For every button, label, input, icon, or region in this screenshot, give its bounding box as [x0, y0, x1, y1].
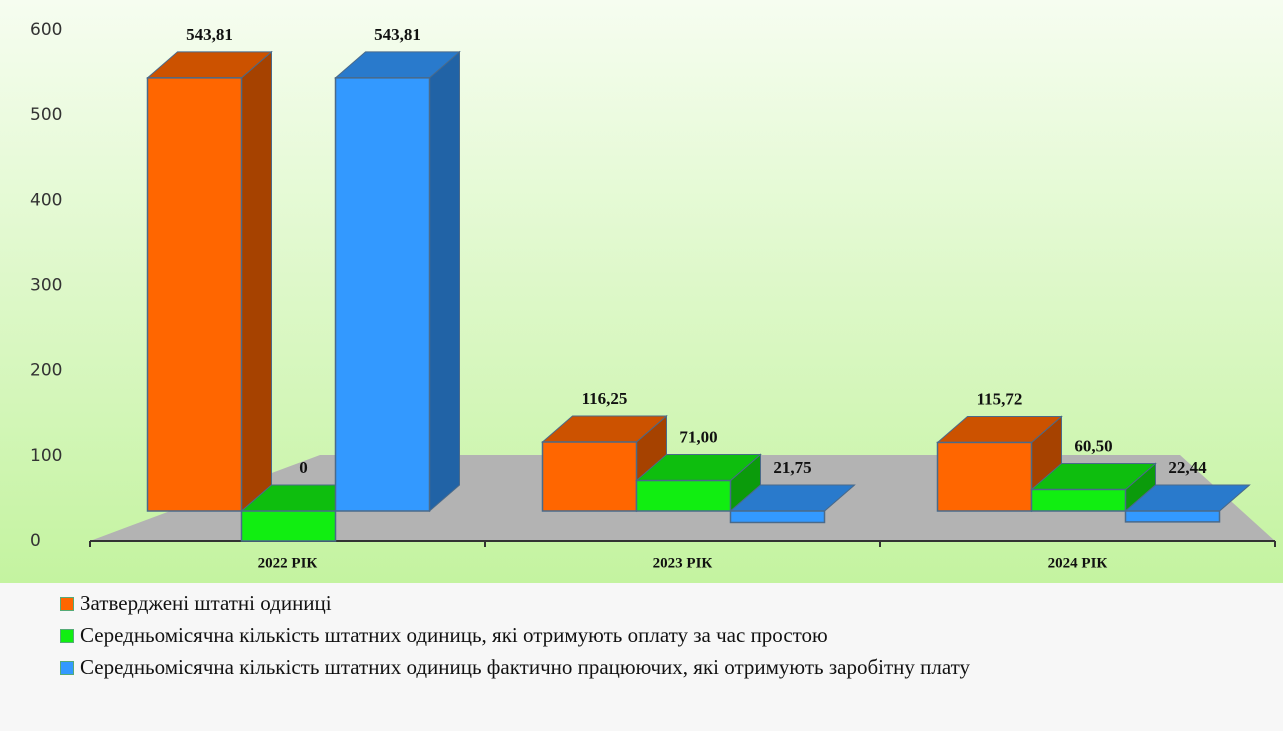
y-tick-label: 200 [30, 361, 62, 381]
legend-label: Затверджені штатні одиниці [80, 591, 332, 615]
y-tick-label: 400 [30, 190, 62, 210]
bar [635, 479, 732, 512]
legend: Затверджені штатні одиниці Середньомісячн… [60, 583, 1275, 679]
value-label: 21,75 [773, 458, 811, 477]
legend-swatch [60, 629, 74, 643]
y-tick-label: 500 [30, 105, 62, 125]
y-tick-label: 100 [30, 446, 62, 466]
legend-item: Середньомісячна кількість штатних одиниц… [60, 623, 1275, 647]
bar [1124, 510, 1221, 523]
bar [729, 510, 826, 524]
value-label: 71,00 [679, 427, 717, 446]
value-label: 22,44 [1168, 458, 1207, 477]
bar-side [241, 50, 272, 513]
legend-label: Середньомісячна кількість штатних одиниц… [80, 655, 971, 679]
value-label: 60,50 [1074, 436, 1112, 455]
value-label: 543,81 [186, 25, 233, 44]
bar [541, 441, 638, 512]
x-tick-label: 2022 РІК [258, 555, 318, 571]
chart: 0 100 200 300 400 500 600 2022 РІК 543,81 0 543,81… [0, 0, 1283, 583]
bar [334, 77, 431, 512]
x-tick-label: 2024 РІК [1048, 555, 1108, 571]
legend-item: Затверджені штатні одиниці [60, 591, 1275, 615]
value-label: 116,25 [582, 389, 628, 408]
bar [1030, 488, 1127, 512]
y-tick-label: 600 [30, 20, 62, 40]
legend-label: Середньомісячна кількість штатних одиниц… [80, 623, 828, 647]
legend-item: Середньомісячна кількість штатних одиниц… [60, 655, 1275, 679]
value-label: 115,72 [977, 389, 1023, 408]
value-label: 0 [299, 458, 308, 477]
bar [240, 510, 337, 542]
y-tick-label: 300 [30, 276, 62, 296]
value-label: 543,81 [374, 25, 421, 44]
legend-swatch [60, 597, 74, 611]
y-tick-label: 0 [30, 531, 41, 551]
x-tick-label: 2023 РІК [653, 555, 713, 571]
bar [936, 441, 1033, 512]
legend-swatch [60, 661, 74, 675]
bar-side [429, 50, 460, 513]
bar [146, 77, 243, 512]
